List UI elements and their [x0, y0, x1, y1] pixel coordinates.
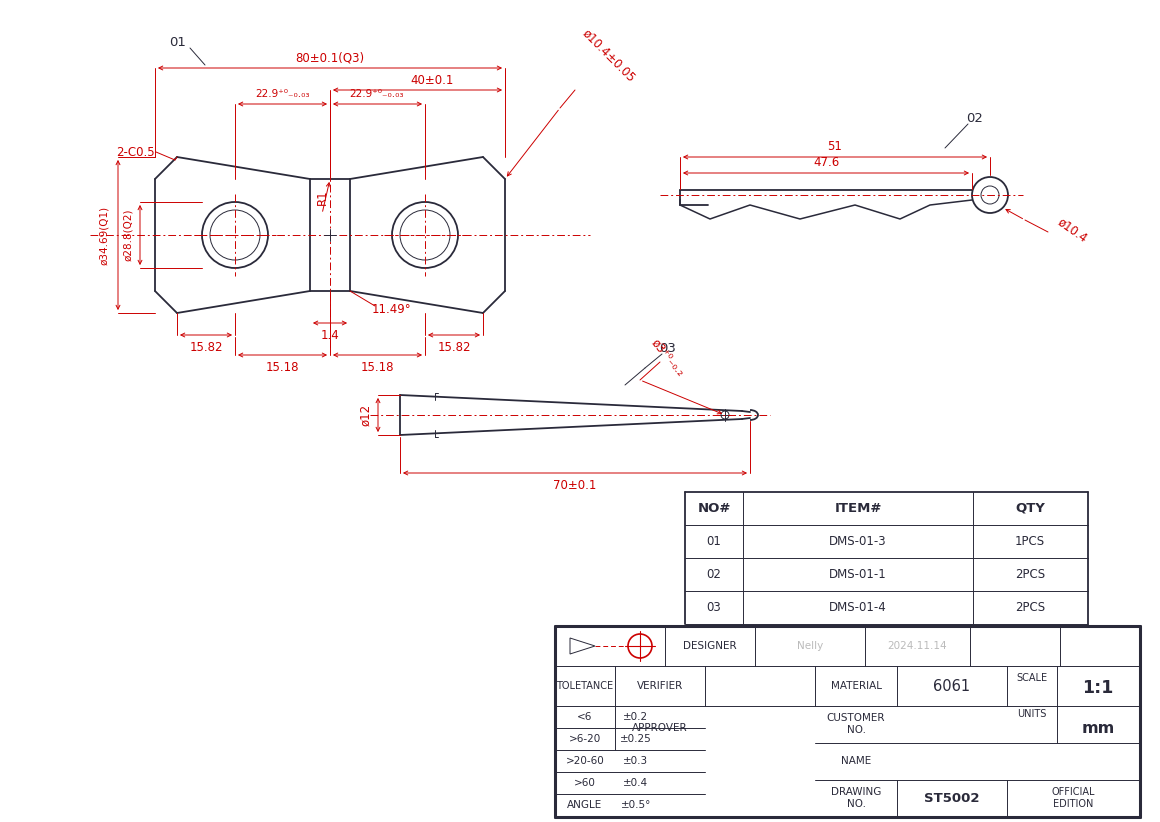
- Text: ø10.4±0.05: ø10.4±0.05: [580, 27, 638, 85]
- Text: 02: 02: [966, 112, 984, 124]
- Text: R1: R1: [316, 189, 328, 205]
- Text: ø34.69(Q1): ø34.69(Q1): [99, 206, 109, 265]
- Text: VERIFIER: VERIFIER: [637, 681, 683, 691]
- Text: ø3⁺⁰₋₀.₂: ø3⁺⁰₋₀.₂: [648, 337, 688, 379]
- Text: 6061: 6061: [934, 678, 971, 694]
- Text: 2PCS: 2PCS: [1015, 601, 1045, 613]
- Text: DRAWING
NO.: DRAWING NO.: [831, 787, 882, 809]
- Text: >20-60: >20-60: [566, 756, 604, 766]
- Text: SCALE: SCALE: [1016, 673, 1047, 683]
- Text: ANGLE: ANGLE: [567, 800, 603, 810]
- Text: 15.82: 15.82: [437, 340, 471, 353]
- Text: OFFICIAL
EDITION: OFFICIAL EDITION: [1051, 787, 1095, 809]
- Text: <6: <6: [578, 712, 593, 722]
- Text: 01: 01: [169, 35, 187, 48]
- Text: 11.49°: 11.49°: [372, 302, 412, 316]
- Text: DMS-01-3: DMS-01-3: [829, 534, 886, 547]
- Text: UNITS: UNITS: [1017, 709, 1046, 719]
- Text: 47.6: 47.6: [813, 156, 839, 169]
- Text: mm: mm: [1081, 721, 1115, 736]
- Text: NO#: NO#: [697, 501, 731, 515]
- Text: 03: 03: [706, 601, 722, 613]
- Text: >60: >60: [574, 778, 596, 788]
- Text: 1PCS: 1PCS: [1015, 534, 1045, 547]
- Text: 15.18: 15.18: [266, 361, 299, 373]
- Text: 02: 02: [706, 567, 722, 580]
- Text: 80±0.1(Q3): 80±0.1(Q3): [296, 52, 364, 64]
- Text: ±0.2: ±0.2: [623, 712, 648, 722]
- Text: ITEM#: ITEM#: [834, 501, 882, 515]
- Text: >6-20: >6-20: [568, 734, 601, 744]
- Text: ±0.3: ±0.3: [623, 756, 648, 766]
- Text: 40±0.1: 40±0.1: [411, 73, 454, 86]
- Text: ±0.4: ±0.4: [623, 778, 648, 788]
- Text: 2-C0.5: 2-C0.5: [116, 145, 155, 159]
- Text: DMS-01-1: DMS-01-1: [829, 567, 887, 580]
- Text: Nelly: Nelly: [797, 641, 824, 651]
- Text: 1:1: 1:1: [1082, 679, 1114, 697]
- Text: 22.9⁺⁰₋₀.₀₃: 22.9⁺⁰₋₀.₀₃: [350, 89, 404, 99]
- Text: NAME: NAME: [841, 756, 871, 766]
- Text: 01: 01: [706, 534, 722, 547]
- Text: 70±0.1: 70±0.1: [553, 478, 596, 492]
- Text: QTY: QTY: [1015, 501, 1045, 515]
- Text: TOLETANCE: TOLETANCE: [557, 681, 614, 691]
- Text: 2024.11.14: 2024.11.14: [887, 641, 947, 651]
- Text: ST5002: ST5002: [925, 792, 980, 805]
- Text: APPROVER: APPROVER: [632, 723, 688, 733]
- Text: 1.4: 1.4: [320, 329, 340, 341]
- Text: 15.82: 15.82: [189, 340, 223, 353]
- Text: ±0.25: ±0.25: [621, 734, 652, 744]
- Text: CUSTOMER
NO.: CUSTOMER NO.: [827, 713, 885, 735]
- Text: ø10.4: ø10.4: [1054, 215, 1089, 245]
- Text: 15.18: 15.18: [361, 361, 393, 373]
- Text: ø28.8(Q2): ø28.8(Q2): [123, 209, 133, 261]
- Text: 22.9⁺⁰₋₀.₀₃: 22.9⁺⁰₋₀.₀₃: [255, 89, 310, 99]
- Text: 03: 03: [660, 341, 676, 354]
- Text: MATERIAL: MATERIAL: [831, 681, 882, 691]
- Text: 51: 51: [827, 141, 842, 154]
- Text: DESIGNER: DESIGNER: [683, 641, 737, 651]
- Text: DMS-01-4: DMS-01-4: [829, 601, 887, 613]
- Text: ø12: ø12: [360, 404, 372, 426]
- Text: 2PCS: 2PCS: [1015, 567, 1045, 580]
- Text: ±0.5°: ±0.5°: [621, 800, 651, 810]
